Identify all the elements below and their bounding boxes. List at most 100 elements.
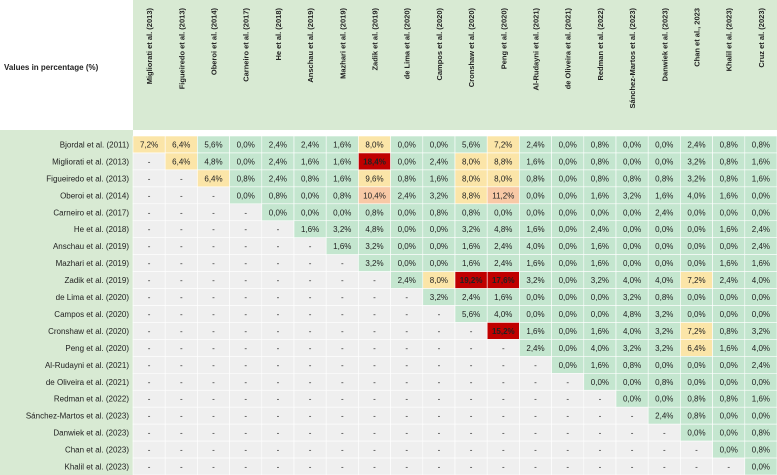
cell-value-label: - <box>148 361 151 370</box>
cell-value-label: 1,6% <box>333 157 351 166</box>
cell-value-label: - <box>309 242 312 251</box>
cell-value-label: 1,6% <box>591 242 609 251</box>
cell-value-label: - <box>599 446 602 455</box>
cell-value-label: - <box>309 361 312 370</box>
cell-value-label: - <box>631 463 634 472</box>
cell-value-label: 8,0% <box>462 157 480 166</box>
cell-value-label: 0,0% <box>687 429 705 438</box>
cell-value-label: 2,4% <box>526 344 544 353</box>
cell-value-label: 1,6% <box>333 140 351 149</box>
cell-value-label: - <box>341 344 344 353</box>
cell-value-label: - <box>599 463 602 472</box>
cell-value-label: 0,0% <box>398 140 416 149</box>
cell-value-label: - <box>212 191 215 200</box>
cell-value-label: - <box>212 276 215 285</box>
cell-value-label: - <box>566 446 569 455</box>
cell-value-label: - <box>502 395 505 404</box>
cell-value-label: - <box>309 310 312 319</box>
cell-value-label: 1,6% <box>462 259 480 268</box>
cell-value-label: - <box>212 293 215 302</box>
cell-value-label: 4,8% <box>494 225 512 234</box>
cell-value-label: - <box>277 378 280 387</box>
cell-value-label: 2,4% <box>526 140 544 149</box>
cell-value-label: - <box>341 361 344 370</box>
cell-value-label: 4,0% <box>623 327 641 336</box>
cell-value-label: 0,8% <box>687 395 705 404</box>
cell-value-label: - <box>244 327 247 336</box>
cell-value-label: - <box>502 378 505 387</box>
cell-value-label: 0,0% <box>752 191 770 200</box>
cell-value-label: - <box>212 429 215 438</box>
cell-value-label: 2,4% <box>430 157 448 166</box>
cell-value-label: 0,0% <box>655 140 673 149</box>
cell-value-label: 4,0% <box>494 310 512 319</box>
cell-value-label: 0,0% <box>591 293 609 302</box>
cell-value-label: 2,4% <box>269 157 287 166</box>
cell-value-label: - <box>277 259 280 268</box>
cell-value-label: - <box>470 378 473 387</box>
cell-value-label: 0,0% <box>655 157 673 166</box>
cell-value-label: 0,0% <box>398 242 416 251</box>
cell-value-label: 1,6% <box>720 259 738 268</box>
cell-value-label: - <box>148 395 151 404</box>
cell-value-label: 1,6% <box>752 157 770 166</box>
cell-value-label: - <box>148 429 151 438</box>
cell-value-label: 2,4% <box>494 242 512 251</box>
cell-value-label: 0,0% <box>430 259 448 268</box>
column-header-label: He et al. (2018) <box>274 8 283 61</box>
cell-value-label: 0,8% <box>365 208 383 217</box>
cell-value-label: 1,6% <box>655 191 673 200</box>
cell-value-label: - <box>470 446 473 455</box>
row-header-label: Al-Rudayni et al. (2021) <box>45 361 129 370</box>
cell-value-label: 0,0% <box>591 310 609 319</box>
cell-value-label: 1,6% <box>591 327 609 336</box>
cell-value-label: 0,0% <box>687 225 705 234</box>
cell-value-label: - <box>373 276 376 285</box>
cell-value-label: - <box>277 429 280 438</box>
cell-value-label: 0,0% <box>720 310 738 319</box>
cell-value-label: 0,0% <box>398 157 416 166</box>
cell-value-label: 0,8% <box>720 327 738 336</box>
cell-value-label: 5,6% <box>204 140 222 149</box>
cell-value-label: - <box>212 395 215 404</box>
row-header-label: Danwiek et al. (2023) <box>53 429 129 438</box>
cell-value-label: 0,0% <box>720 429 738 438</box>
cell-value-label: 0,8% <box>752 446 770 455</box>
cell-value-label: - <box>180 225 183 234</box>
cell-value-label: 2,4% <box>752 225 770 234</box>
cell-value-label: - <box>244 259 247 268</box>
cell-value-label: 0,8% <box>591 140 609 149</box>
cell-value-label: 8,0% <box>462 174 480 183</box>
cell-value-label: 4,0% <box>687 191 705 200</box>
cell-value-label: - <box>180 208 183 217</box>
cell-value-label: - <box>438 327 441 336</box>
cell-value-label: - <box>438 446 441 455</box>
cell-value-label: - <box>148 327 151 336</box>
cell-value-label: - <box>534 446 537 455</box>
cell-value-label: 2,4% <box>752 242 770 251</box>
cell-value-label: - <box>212 378 215 387</box>
cell-value-label: 0,8% <box>591 157 609 166</box>
column-header-label: Sánchez-Martos et al. (2023) <box>628 7 637 108</box>
cell-value-label: 0,0% <box>623 157 641 166</box>
cell-value-label: 0,0% <box>623 242 641 251</box>
cell-value-label: - <box>405 327 408 336</box>
cell-value-label: - <box>244 395 247 404</box>
cell-value-label: 0,0% <box>687 208 705 217</box>
cell-value-label: - <box>244 242 247 251</box>
cell-value-label: 0,0% <box>687 242 705 251</box>
cell-value-label: - <box>341 259 344 268</box>
cell-value-label: - <box>180 446 183 455</box>
cell-value-label: 0,8% <box>462 208 480 217</box>
cell-value-label: 1,6% <box>720 225 738 234</box>
cell-value-label: 8,0% <box>494 174 512 183</box>
column-header-label: Peng et al. (2020) <box>499 8 508 70</box>
cell-value-label: 4,0% <box>655 276 673 285</box>
cell-value-label: 0,8% <box>687 412 705 421</box>
cell-value-label: 6,4% <box>204 174 222 183</box>
cell-value-label: 0,0% <box>559 174 577 183</box>
column-header-label: Mazhari et al. (2019) <box>338 8 347 79</box>
cell-value-label: 3,2% <box>365 259 383 268</box>
cell-value-label: - <box>405 344 408 353</box>
